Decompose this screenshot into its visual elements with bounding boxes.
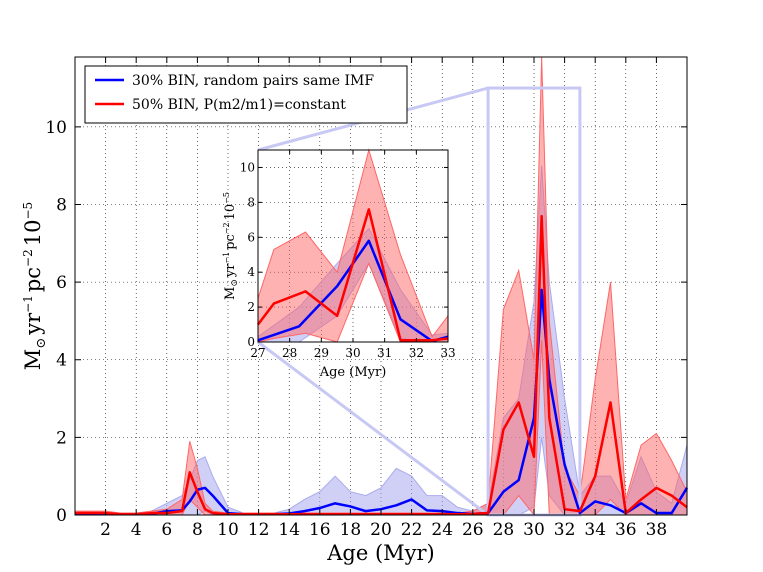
inset-x-axis-title: Age (Myr) <box>319 365 387 380</box>
y-tick-label: 10 <box>45 118 67 138</box>
y-tick-label: 6 <box>56 273 67 293</box>
inset-y-axis-title: M⊙yr−1pc−210−5 <box>222 192 240 300</box>
x-tick-label: 26 <box>462 520 484 540</box>
zoom-connector-bottom <box>257 340 490 517</box>
x-tick-label: 14 <box>278 520 300 540</box>
y-tick-label: 0 <box>247 335 255 349</box>
x-tick-label: 30 <box>345 346 360 360</box>
x-tick-label: 20 <box>370 520 392 540</box>
x-tick-label: 30 <box>523 520 545 540</box>
x-tick-label: 4 <box>131 520 142 540</box>
x-tick-label: 24 <box>431 520 453 540</box>
y-tick-label: 8 <box>247 195 255 209</box>
x-tick-label: 16 <box>309 520 331 540</box>
series-line-red <box>75 214 688 516</box>
inset-ticks <box>257 150 449 343</box>
y-tick-labels: 0 2 4 6 8 10 <box>45 118 67 526</box>
y-tick-label: 0 <box>56 506 67 526</box>
x-tick-label: 34 <box>584 520 606 540</box>
inset-x-tick-labels: 27 28 29 30 31 32 33 <box>250 346 455 360</box>
main-ticks <box>75 57 687 516</box>
x-tick-label: 10 <box>217 520 239 540</box>
x-tick-label: 38 <box>646 520 668 540</box>
series-line-red <box>257 208 449 342</box>
y-axis-title: M⊙yr−1pc−210−5 <box>21 202 49 370</box>
y-tick-label: 10 <box>240 160 255 174</box>
x-axis-title: Age (Myr) <box>326 541 435 565</box>
x-tick-labels: 2 4 6 8 10 12 14 16 18 20 22 24 26 28 30 32 34 36 38 <box>100 520 667 540</box>
y-tick-label: 8 <box>56 195 67 215</box>
y-tick-label: 4 <box>247 265 255 279</box>
x-tick-label: 33 <box>440 346 455 360</box>
x-tick-label: 36 <box>615 520 637 540</box>
legend-label-red: 50% BIN, P(m2/m1)=constant <box>132 97 346 113</box>
x-tick-label: 2 <box>100 520 111 540</box>
x-tick-label: 32 <box>409 346 424 360</box>
x-tick-label: 32 <box>554 520 576 540</box>
legend-label-blue: 30% BIN, random pairs same IMF <box>132 73 374 89</box>
y-tick-label: 6 <box>247 230 255 244</box>
legend-box <box>84 65 408 124</box>
x-tick-label: 18 <box>340 520 362 540</box>
x-tick-label: 6 <box>161 520 172 540</box>
x-tick-label: 8 <box>192 520 203 540</box>
inset-y-tick-labels: 0 2 4 6 8 10 <box>240 160 256 349</box>
x-tick-label: 27 <box>250 346 265 360</box>
y-tick-label: 2 <box>247 300 255 314</box>
x-tick-label: 28 <box>282 346 297 360</box>
legend: 30% BIN, random pairs same IMF 50% BIN, … <box>84 65 408 124</box>
x-tick-label: 31 <box>377 346 392 360</box>
x-tick-label: 12 <box>248 520 270 540</box>
y-tick-label: 4 <box>56 351 67 371</box>
x-tick-label: 29 <box>314 346 329 360</box>
x-tick-label: 22 <box>401 520 423 540</box>
y-tick-label: 2 <box>56 428 67 448</box>
inset-chart: 27 28 29 30 31 32 33 0 2 4 6 8 10 Age (Myr) M⊙yr−1p… <box>222 148 456 380</box>
x-tick-label: 28 <box>493 520 515 540</box>
